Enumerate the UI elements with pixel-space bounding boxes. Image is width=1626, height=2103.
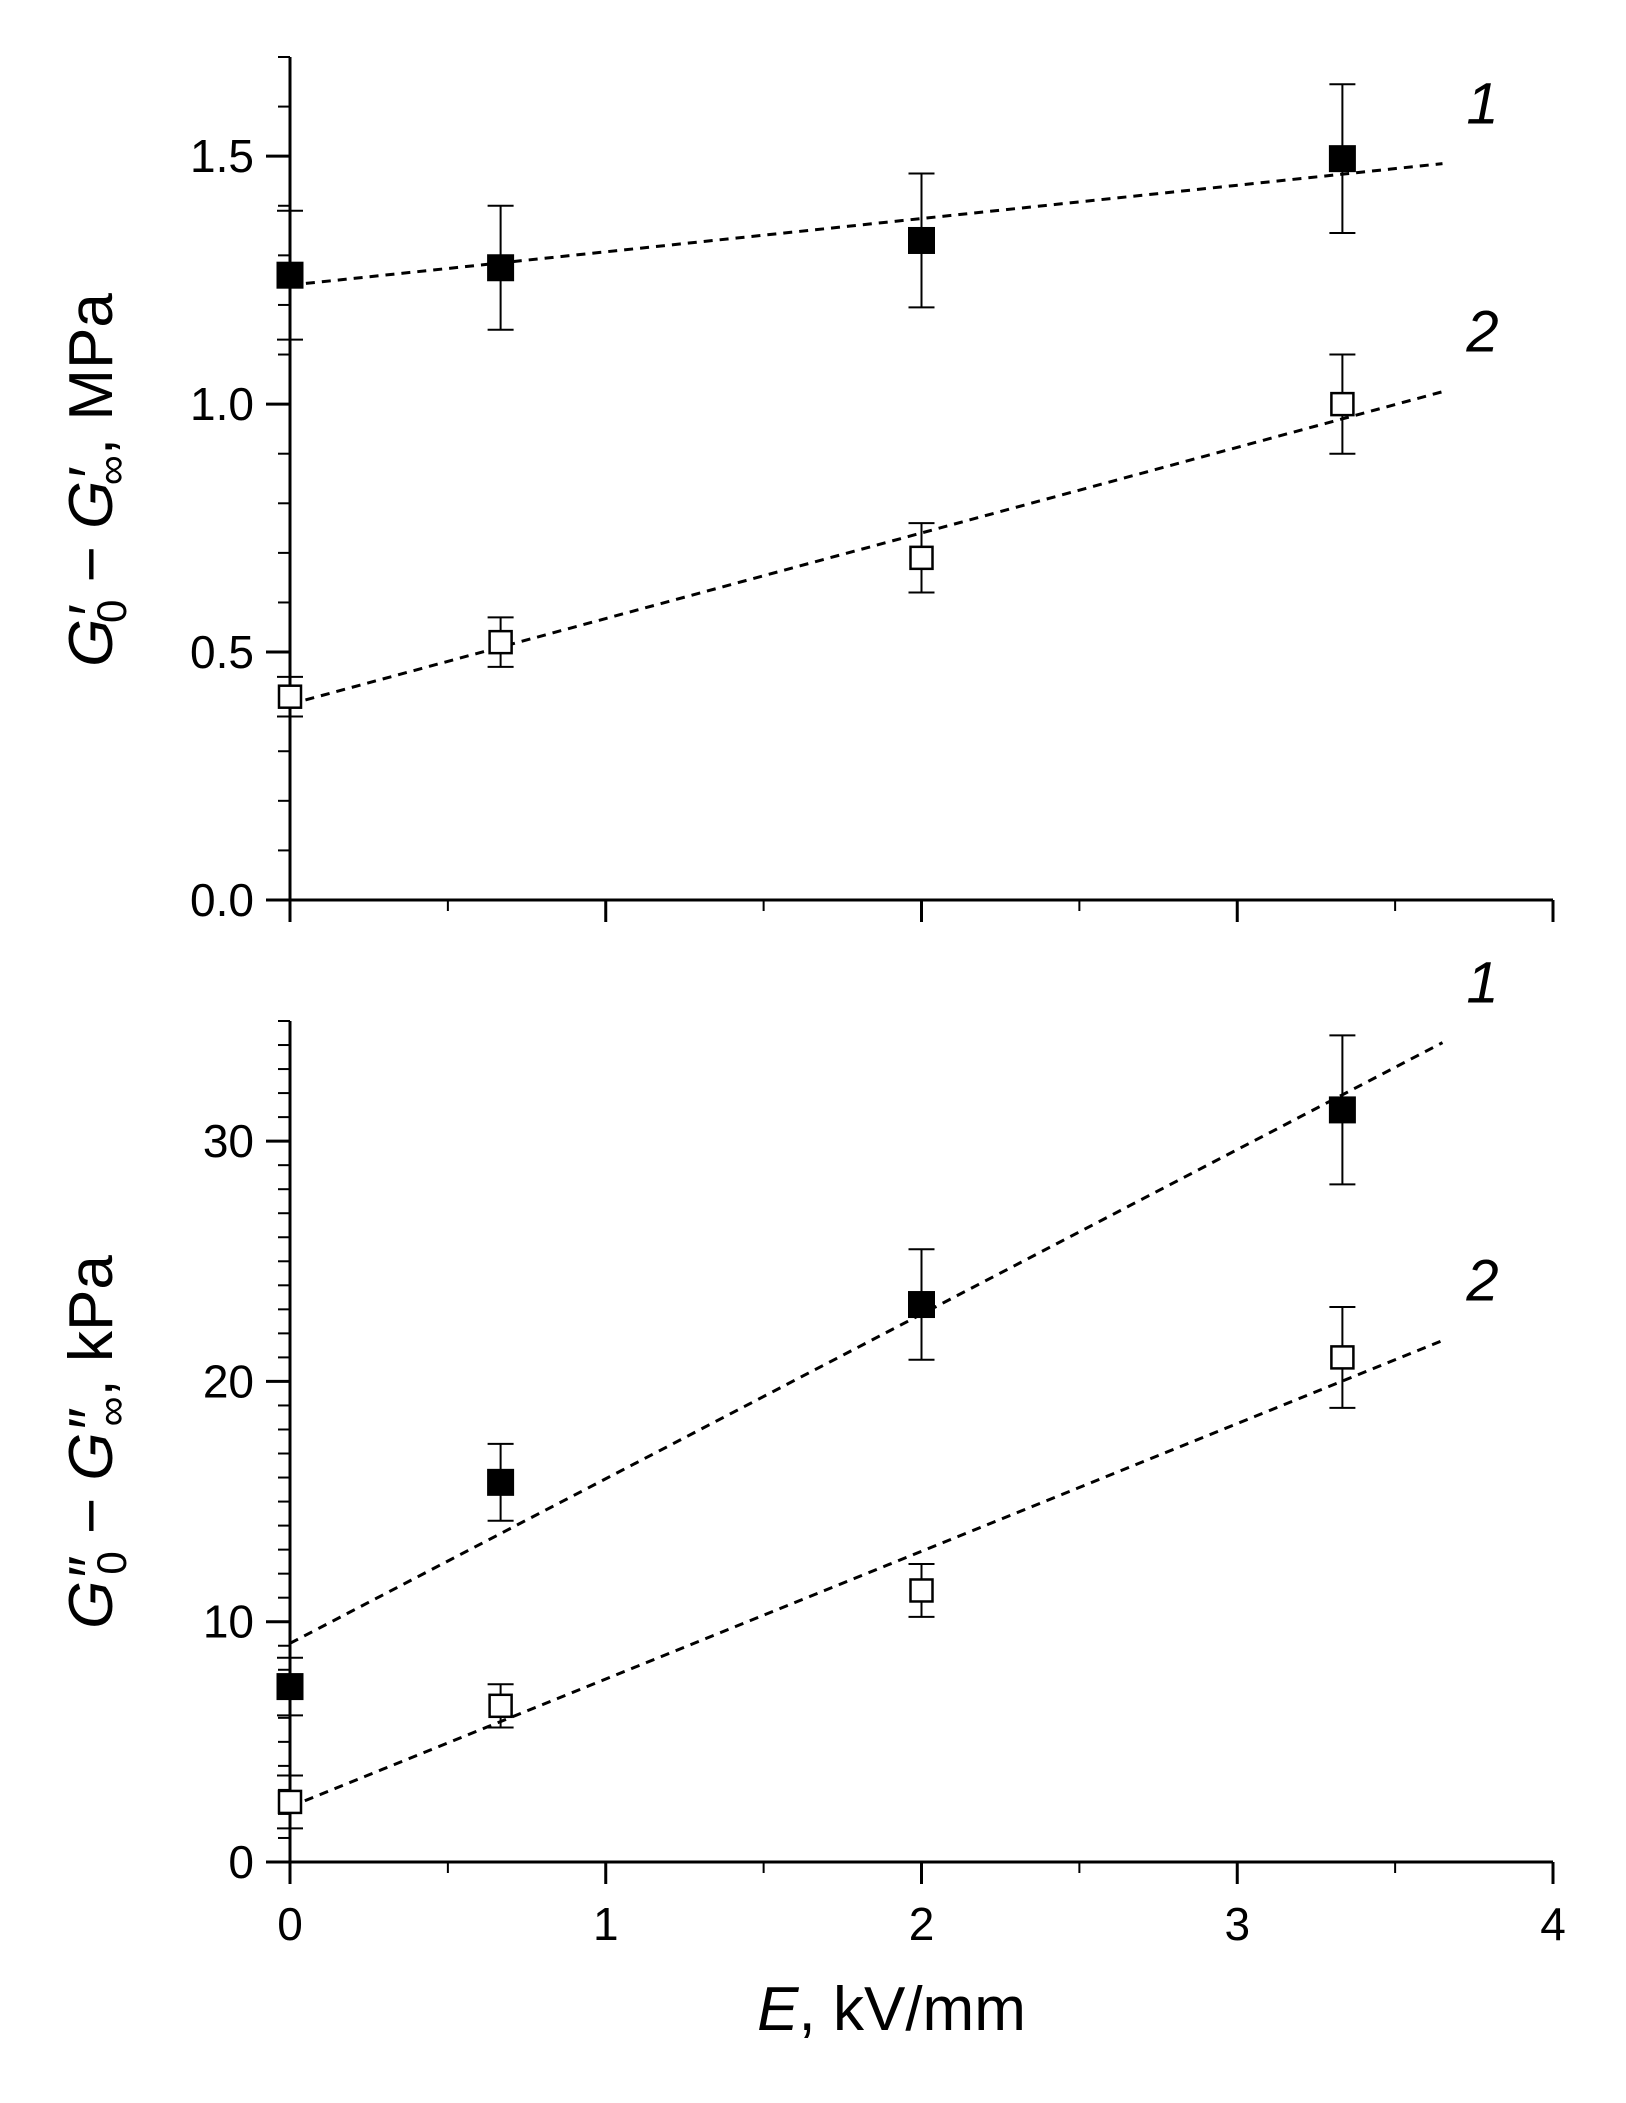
data-point-open-square	[1330, 391, 1355, 417]
y-axis-label: G″0 − G″∞, kPa	[57, 1255, 135, 1629]
curve-label-2: 2	[1465, 300, 1498, 365]
curve-label-1: 1	[1466, 951, 1498, 1016]
data-point-filled-square	[1328, 1096, 1356, 1124]
series-1: 1	[276, 951, 1499, 1717]
y-tick-label: 1.0	[190, 378, 254, 430]
data-point-open-square	[277, 684, 303, 709]
data-point-filled-square	[276, 261, 304, 289]
data-point-open-square	[909, 1578, 934, 1603]
panel-top-storage-modulus: 0.0 0.5 1.0 1.5 G′0 − G′∞, MPa 1 2	[57, 56, 1555, 926]
fit-line-2	[289, 390, 1443, 706]
data-point-filled-square	[908, 1291, 935, 1319]
fit-line-1	[289, 162, 1443, 287]
y-axis-label: G′0 − G′∞, MPa	[57, 293, 135, 667]
data-point-open-square	[909, 545, 934, 571]
data-point-filled-square	[1328, 145, 1356, 173]
curve-label-1: 1	[1466, 72, 1498, 137]
data-point-filled-square	[487, 1468, 515, 1496]
y-tick-label: 1.5	[190, 130, 254, 182]
data-point-open-square	[488, 629, 513, 655]
y-tick-label: 0.0	[190, 874, 254, 926]
y-tick-label: 20	[203, 1355, 254, 1407]
data-point-filled-square	[276, 1673, 304, 1701]
series-2: 2	[277, 1249, 1499, 1830]
fit-line-1	[289, 1041, 1444, 1645]
y-tick-label: 0.5	[190, 626, 254, 678]
x-tick-label: 1	[593, 1898, 619, 1950]
x-tick-label: 3	[1224, 1898, 1250, 1950]
fit-line-2	[289, 1339, 1444, 1809]
x-tick-label: 0	[277, 1898, 303, 1950]
y-tick-label: 30	[203, 1115, 254, 1167]
series-2: 2	[277, 300, 1499, 718]
data-point-open-square	[277, 1789, 303, 1815]
x-tick-label: 4	[1540, 1898, 1566, 1950]
data-point-filled-square	[908, 226, 935, 254]
data-point-open-square	[1330, 1345, 1355, 1370]
y-tick-label: 10	[203, 1596, 254, 1648]
x-tick-label: 2	[909, 1898, 935, 1950]
data-point-filled-square	[487, 254, 515, 282]
data-point-open-square	[488, 1693, 513, 1719]
curve-label-2: 2	[1465, 1249, 1498, 1314]
x-axis-label: E, kV/mm	[757, 1975, 1026, 2044]
y-tick-label: 0	[228, 1836, 254, 1888]
panel-bottom-loss-modulus: 0 10 20 30 0 1 2 3 4 G″0 − G″∞, kPa E, kV/mm 1 2	[57, 951, 1566, 2044]
series-1: 1	[276, 72, 1499, 341]
